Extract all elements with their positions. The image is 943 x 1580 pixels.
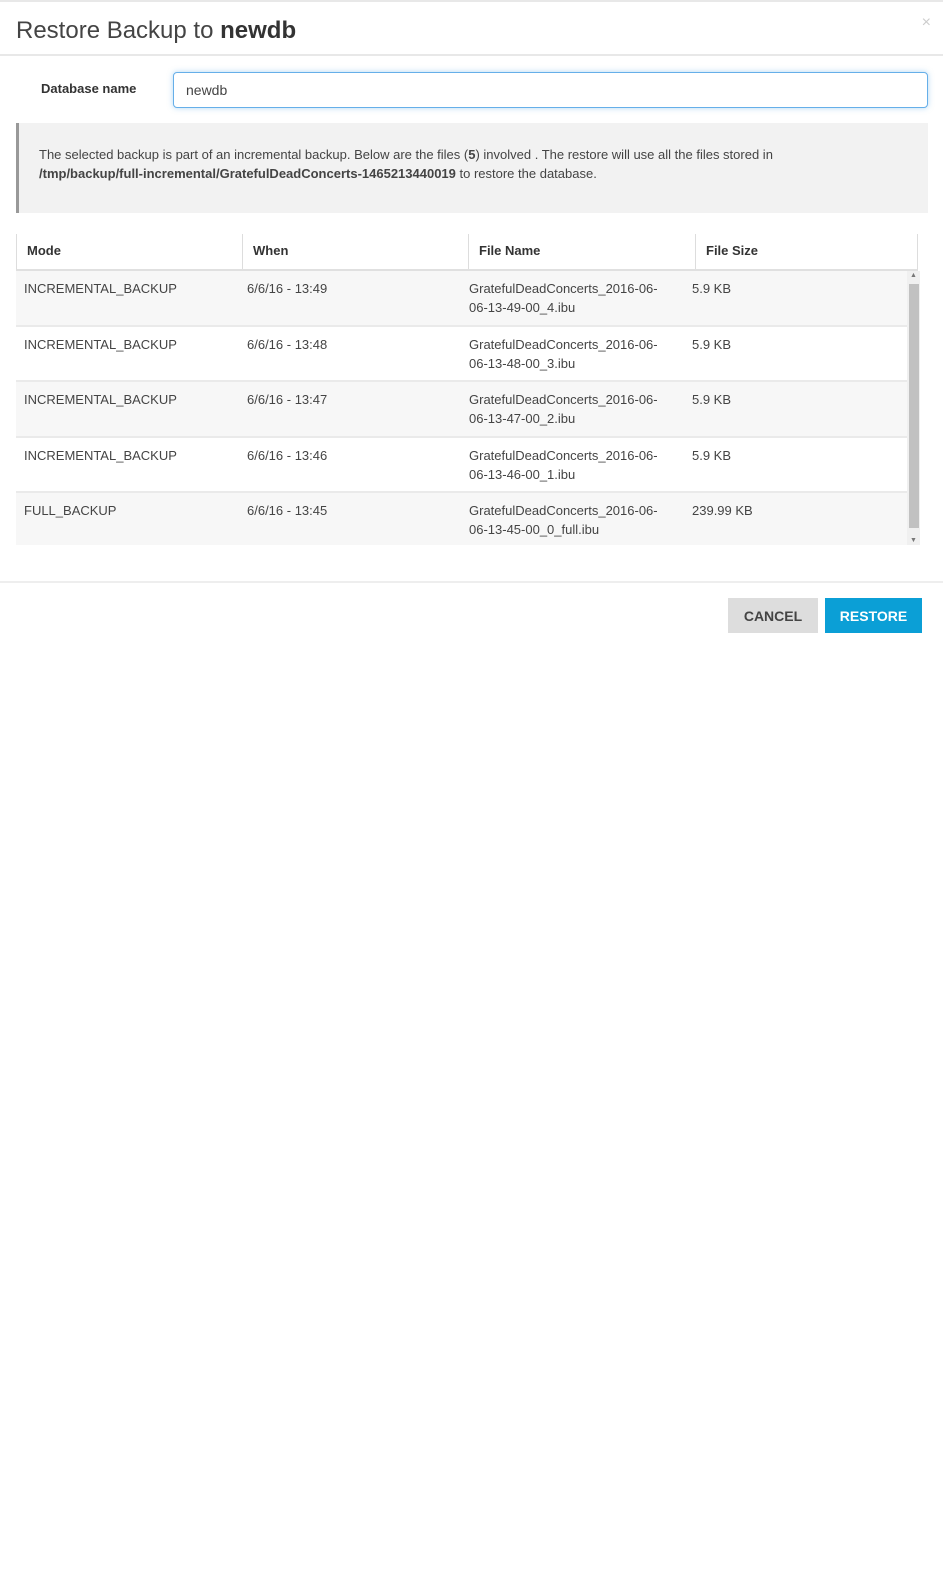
cell-when: 6/6/16 - 13:47 (247, 392, 328, 407)
info-text: to restore the database. (455, 166, 597, 181)
table-header: Mode When File Name File Size (16, 234, 918, 271)
cell-file-size: 239.99 KB (692, 503, 753, 518)
header-when[interactable]: When (243, 234, 469, 269)
file-name-line2: 06-13-49-00_4.ibu (469, 300, 576, 315)
file-name-line2: 06-13-45-00_0_full.ibu (469, 522, 600, 537)
cell-mode: INCREMENTAL_BACKUP (24, 336, 177, 352)
info-text: ) involved . The restore will use all th… (475, 147, 773, 162)
file-name-line2: 06-13-47-00_2.ibu (469, 411, 576, 426)
title-db-name: newdb (220, 17, 297, 44)
backup-path: /tmp/backup/full-incremental/GratefulDea… (39, 166, 456, 181)
cell-file-size: 5.9 KB (692, 336, 732, 352)
cell-when: 6/6/16 - 13:49 (247, 281, 328, 296)
restore-button[interactable]: RESTORE (825, 598, 922, 633)
close-icon[interactable]: × (921, 14, 931, 31)
cell-mode: INCREMENTAL_BACKUP (24, 281, 177, 296)
cell-file-name: GratefulDeadConcerts_2016-06- 06-13-47-00… (469, 390, 658, 428)
cancel-button[interactable]: CANCEL (728, 598, 818, 633)
cell-file-name: GratefulDeadConcerts_2016-06- 06-13-48-00… (469, 335, 658, 373)
table-row[interactable]: INCREMENTAL_BACKUP 6/6/16 - 13:46 Gratef… (16, 438, 907, 493)
info-box: The selected backup is part of an increm… (16, 123, 928, 213)
cell-file-size: 5.9 KB (692, 392, 732, 407)
scroll-down-icon[interactable]: ▼ (910, 537, 917, 544)
file-name-line2: 06-13-48-00_3.ibu (469, 355, 576, 371)
table-scrollbar[interactable]: ▲ ▼ (907, 271, 920, 545)
cell-file-name: GratefulDeadConcerts_2016-06- 06-13-45-00… (469, 501, 658, 539)
scroll-up-icon[interactable]: ▲ (910, 272, 917, 279)
table-body: INCREMENTAL_BACKUP 6/6/16 - 13:49 Gratef… (16, 271, 907, 545)
table-row[interactable]: INCREMENTAL_BACKUP 6/6/16 - 13:48 Gratef… (16, 327, 907, 382)
dialog-title: Restore Backup to newdb (16, 17, 296, 45)
title-prefix: Restore Backup to (16, 17, 214, 44)
footer-divider (0, 581, 943, 583)
table-row[interactable]: FULL_BACKUP 6/6/16 - 13:45 GratefulDeadC… (16, 493, 907, 545)
file-name-line1: GratefulDeadConcerts_2016-06- (469, 503, 658, 518)
top-border (0, 0, 943, 2)
header-file-size[interactable]: File Size (706, 243, 759, 258)
table-row[interactable]: INCREMENTAL_BACKUP 6/6/16 - 13:49 Gratef… (16, 271, 907, 327)
cell-mode: FULL_BACKUP (24, 503, 117, 518)
dialog-header: Restore Backup to newdb × (0, 2, 943, 56)
file-count: 5 (468, 147, 476, 162)
cell-file-size: 5.9 KB (692, 447, 732, 463)
table-row[interactable]: INCREMENTAL_BACKUP 6/6/16 - 13:47 Gratef… (16, 382, 907, 438)
cell-mode: INCREMENTAL_BACKUP (24, 392, 177, 407)
cell-when: 6/6/16 - 13:46 (247, 447, 328, 463)
file-name-line1: GratefulDeadConcerts_2016-06- (469, 336, 658, 352)
cell-when: 6/6/16 - 13:48 (247, 336, 328, 352)
file-name-line1: GratefulDeadConcerts_2016-06- (469, 281, 658, 296)
cell-file-name: GratefulDeadConcerts_2016-06- 06-13-49-00… (469, 279, 658, 317)
cell-mode: INCREMENTAL_BACKUP (24, 447, 177, 463)
cell-file-name: GratefulDeadConcerts_2016-06- 06-13-46-00… (469, 446, 658, 484)
database-name-input[interactable] (173, 72, 928, 108)
header-file-name[interactable]: File Name (469, 234, 696, 269)
database-name-label: Database name (41, 81, 137, 96)
scrollbar-thumb[interactable] (909, 284, 919, 528)
file-name-line1: GratefulDeadConcerts_2016-06- (469, 447, 658, 463)
cell-file-size: 5.9 KB (692, 281, 732, 296)
info-text: The selected backup is part of an increm… (39, 147, 469, 162)
file-name-line2: 06-13-46-00_1.ibu (469, 466, 576, 482)
header-mode[interactable]: Mode (17, 234, 243, 269)
file-name-line1: GratefulDeadConcerts_2016-06- (469, 392, 658, 407)
cell-when: 6/6/16 - 13:45 (247, 503, 328, 518)
